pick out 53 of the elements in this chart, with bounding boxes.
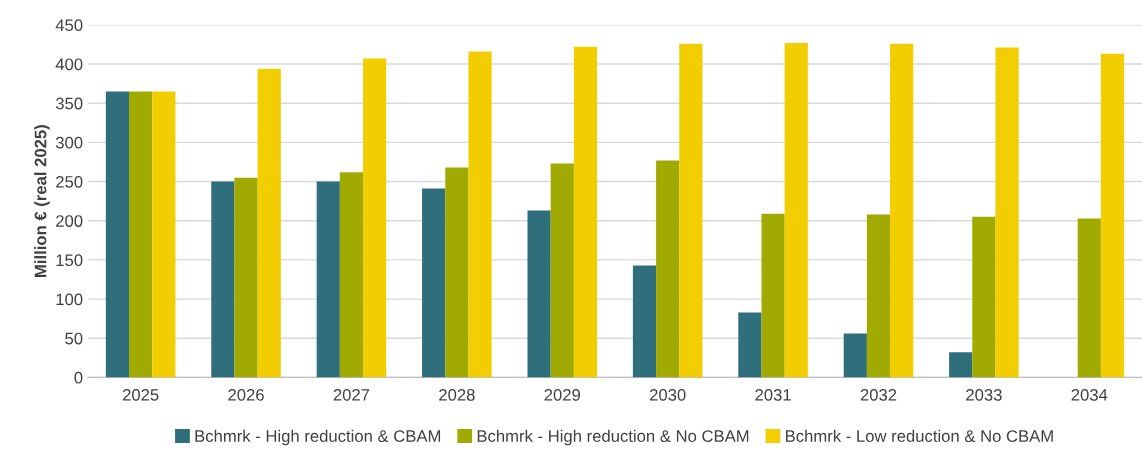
bar [949, 352, 973, 378]
bar [316, 181, 340, 378]
x-tick-label: 2025 [122, 388, 159, 401]
bar [890, 43, 914, 378]
x-tick-label: 2033 [966, 388, 1002, 401]
y-tick-label: 200 [56, 215, 83, 227]
y-tick-label: 150 [56, 254, 83, 267]
legend-label: Bchmrk - High reduction & CBAM [195, 429, 441, 446]
x-tick-label: 2027 [333, 388, 370, 401]
y-axis-title: Million € (real 2025) [34, 125, 50, 277]
bar [152, 91, 176, 378]
bar [1100, 53, 1125, 378]
bar [468, 51, 492, 378]
bar [363, 58, 387, 378]
y-tick-label: 100 [56, 293, 83, 306]
x-tick-label: 2031 [755, 388, 791, 401]
bar [550, 163, 574, 378]
x-tick-label: 2028 [439, 388, 475, 401]
bar [211, 181, 235, 378]
bar [784, 42, 808, 378]
x-tick-label: 2026 [228, 388, 264, 401]
x-tick-label: 2034 [1071, 388, 1108, 401]
bar [843, 333, 867, 378]
bar [445, 167, 469, 378]
bar [234, 177, 258, 378]
y-tick-label: 350 [55, 97, 83, 110]
y-tick-label: 400 [55, 58, 83, 71]
bar [866, 214, 891, 378]
bar [679, 43, 703, 378]
x-tick-label: 2032 [860, 388, 897, 401]
legend-label: Bchmrk - High reduction & No CBAM [477, 429, 749, 446]
x-tick-label: 2030 [649, 388, 686, 401]
bar [972, 216, 996, 378]
y-tick-label: 450 [55, 19, 83, 32]
x-tick-label: 2029 [544, 388, 581, 401]
bar [761, 213, 785, 378]
y-tick-label: 0 [74, 371, 83, 384]
bar [1077, 218, 1101, 378]
bar [632, 265, 657, 378]
bar [339, 172, 364, 378]
y-tick-label: 250 [56, 175, 83, 188]
y-tick-label: 50 [65, 332, 83, 345]
bar [656, 160, 680, 378]
bar [995, 47, 1019, 378]
bar [422, 188, 446, 378]
bar [129, 91, 153, 378]
bar [105, 91, 130, 378]
legend-label: Bchmrk - Low reduction & No CBAM [786, 429, 1053, 442]
y-tick-label: 300 [55, 136, 83, 149]
bar [573, 46, 598, 378]
bar [527, 210, 551, 378]
bar [738, 312, 762, 378]
bar [257, 68, 281, 378]
